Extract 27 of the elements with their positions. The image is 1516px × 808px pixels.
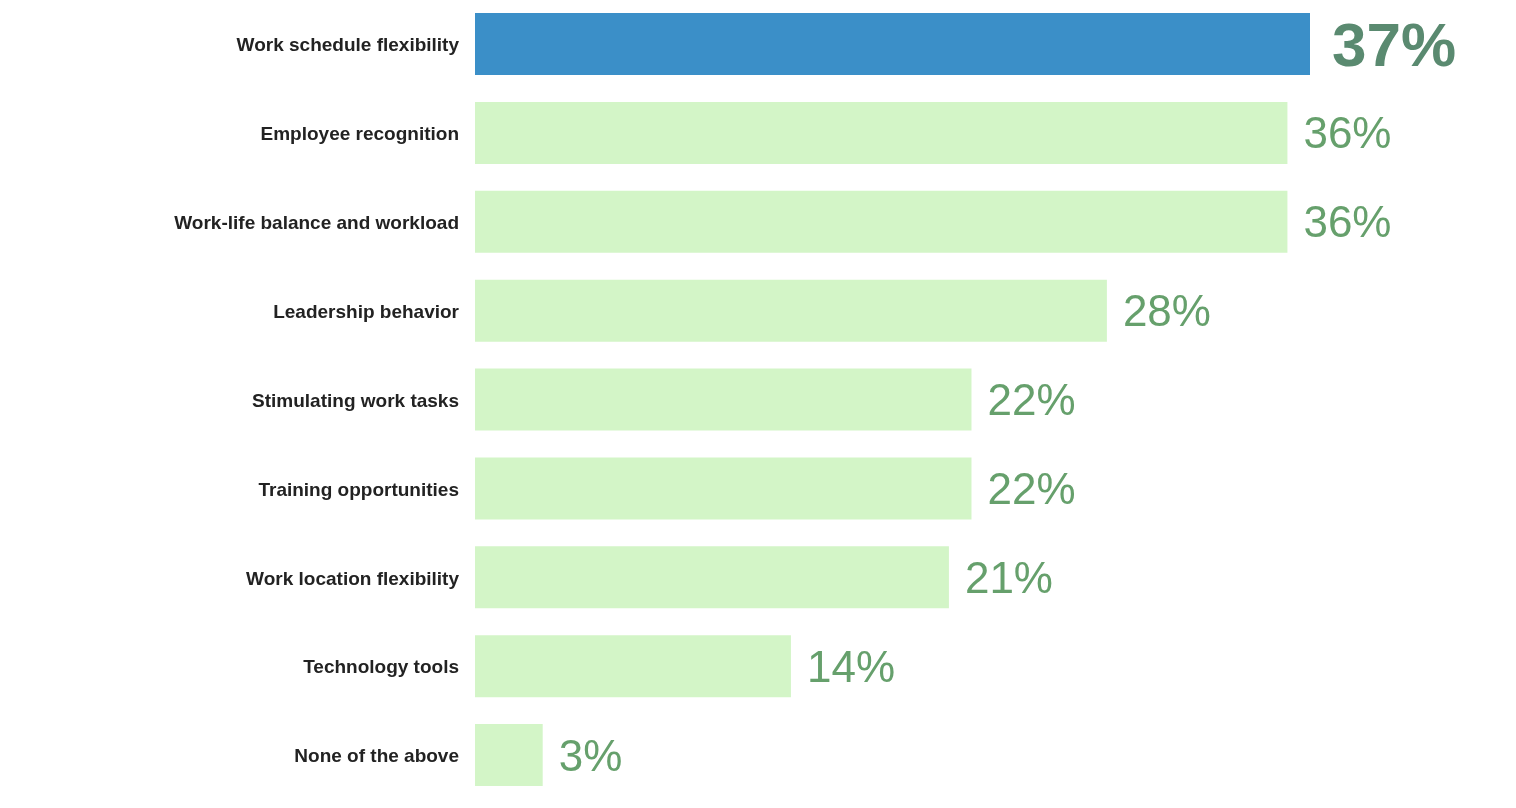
data-label: 28% [1122,286,1211,336]
bar [475,279,1107,342]
bar [475,457,972,520]
y-tick-label: Technology tools [303,656,459,678]
y-tick-label: None of the above [294,745,459,767]
data-label: 22% [987,375,1076,425]
bar [475,724,543,787]
y-tick-label: Training opportunities [258,478,459,500]
y-tick-label: Stimulating work tasks [252,389,459,411]
bar [475,190,1288,253]
y-tick-label: Leadership behavior [273,300,460,322]
data-label: 21% [964,552,1053,602]
data-label: 22% [987,463,1076,513]
data-label: 36% [1303,108,1392,158]
y-tick-label: Work schedule flexibility [236,34,460,56]
bar [475,13,1310,75]
bar [475,635,791,698]
bar [475,546,949,609]
data-label: 36% [1303,197,1392,247]
y-tick-label: Work-life balance and workload [174,211,459,233]
data-label: 3% [558,730,623,780]
bar [475,101,1288,164]
bar [475,368,972,431]
y-tick-label: Employee recognition [260,123,459,145]
data-label: 14% [806,641,896,691]
data-label: 37% [1332,9,1457,79]
y-tick-label: Work location flexibility [246,567,460,589]
